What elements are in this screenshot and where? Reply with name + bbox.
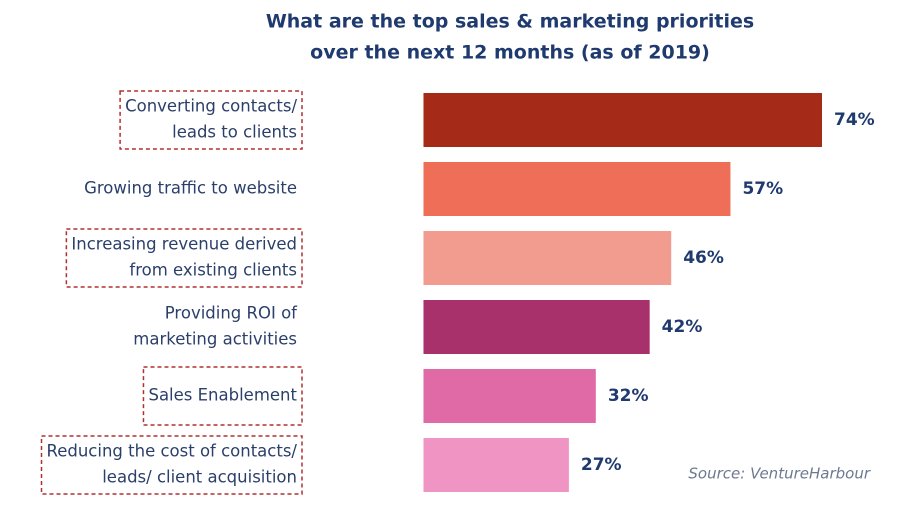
value-label: 32% (608, 386, 649, 406)
category-label: Growing traffic to website (84, 179, 297, 198)
highlight-box (119, 90, 303, 150)
highlight-box (40, 435, 303, 495)
source-note: Source: VentureHarbour (688, 465, 870, 483)
bar (423, 369, 596, 423)
bar (423, 438, 569, 492)
value-label: 42% (662, 317, 703, 337)
value-label: 57% (742, 179, 783, 199)
value-label: 46% (683, 248, 724, 268)
chart-title: What are the top sales & marketing prior… (266, 11, 754, 33)
category-label: leads to clients (172, 123, 297, 142)
category-label: marketing activities (133, 330, 297, 349)
value-label: 27% (581, 455, 622, 475)
highlight-box (142, 366, 303, 426)
category-label: leads/ client acquisition (102, 468, 297, 487)
category-label: Increasing revenue derived (71, 235, 297, 254)
bar (423, 300, 650, 354)
chart-title: over the next 12 months (as of 2019) (310, 42, 710, 64)
category-label: Converting contacts/ (125, 97, 297, 116)
category-label: Providing ROI of (165, 304, 298, 323)
value-label: 74% (834, 110, 875, 130)
category-label: Reducing the cost of contacts/ (47, 442, 298, 461)
bar (423, 93, 822, 147)
bar (423, 231, 672, 285)
bar (423, 162, 731, 216)
category-label: from existing clients (129, 261, 297, 280)
category-label: Sales Enablement (148, 386, 297, 405)
